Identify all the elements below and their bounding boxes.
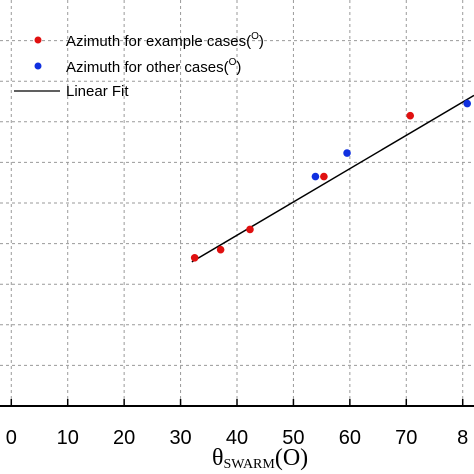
points-layer — [190, 99, 472, 262]
example-case-point — [406, 111, 415, 120]
example-case-point — [246, 225, 254, 234]
x-tick-label: 30 — [169, 427, 191, 449]
legend-label-example: Azimuth for example cases(O) — [66, 31, 264, 50]
other-case-point — [463, 99, 472, 108]
fit-layer — [191, 94, 474, 263]
legend-marker-other — [34, 62, 42, 70]
x-tick-label: 10 — [57, 427, 79, 449]
x-ticks: 0 10 20 30 40 50 60 70 8 — [6, 399, 468, 449]
x-tick-label: 0 — [6, 427, 17, 449]
legend-label-other: Azimuth for other cases(O) — [66, 57, 241, 76]
x-tick-label: 70 — [395, 427, 417, 449]
legend-label-fit: Linear Fit — [66, 83, 129, 100]
linear-fit-line — [191, 94, 474, 263]
example-case-point — [320, 172, 328, 181]
x-axis-label: θSWARM(O) — [212, 445, 308, 472]
grid — [0, 0, 474, 406]
legend: Azimuth for example cases(O) Azimuth for… — [14, 31, 264, 100]
x-tick-label: 40 — [226, 427, 248, 449]
x-tick-label: 60 — [339, 427, 361, 449]
other-case-point — [343, 149, 351, 157]
example-case-point — [190, 254, 199, 262]
legend-marker-example — [34, 36, 42, 44]
x-tick-label: 8 — [457, 427, 468, 449]
x-tick-label: 50 — [282, 427, 304, 449]
other-case-point — [311, 172, 320, 181]
x-tick-label: 20 — [113, 427, 135, 449]
example-case-point — [216, 245, 225, 254]
